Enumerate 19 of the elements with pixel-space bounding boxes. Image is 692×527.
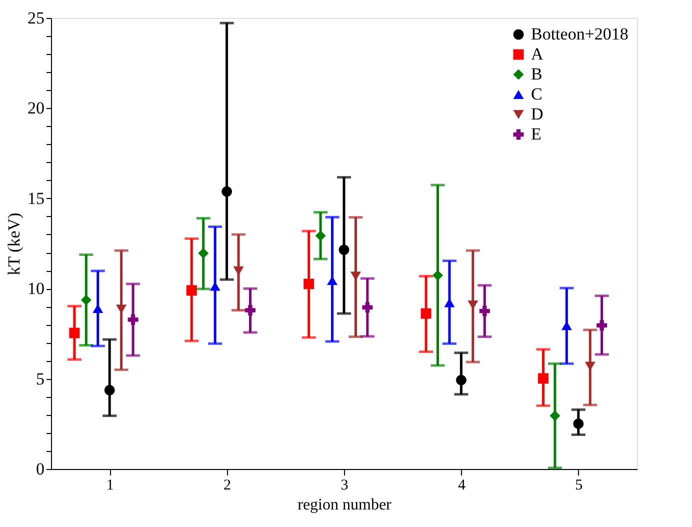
legend-label: D xyxy=(531,104,544,124)
x-tick-label: 2 xyxy=(224,478,232,494)
legend-label: C xyxy=(531,84,542,104)
y-tick-label: 5 xyxy=(36,369,44,388)
legend-label: E xyxy=(531,124,542,144)
x-tick-label: 3 xyxy=(340,478,348,494)
y-tick-label: 0 xyxy=(36,460,44,478)
y-tick-label: 15 xyxy=(28,188,44,208)
x-tick-label: 4 xyxy=(458,478,466,494)
legend-label: B xyxy=(531,64,542,84)
x-tick-label: 1 xyxy=(106,478,114,494)
y-tick-label: 20 xyxy=(28,98,44,118)
y-axis-title: kT (keV) xyxy=(4,212,24,276)
legend-label: A xyxy=(531,44,544,64)
y-tick-label: 25 xyxy=(28,8,44,28)
x-axis-title: region number xyxy=(298,496,392,514)
legend-label: Botteon+2018 xyxy=(531,24,628,44)
y-tick-label: 10 xyxy=(28,279,44,298)
x-tick-label: 5 xyxy=(575,478,583,494)
